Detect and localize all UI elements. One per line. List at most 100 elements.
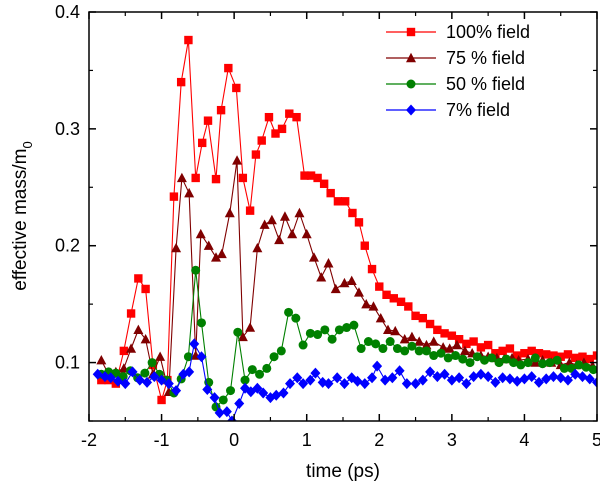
data-point (184, 35, 193, 45)
data-point (581, 362, 591, 372)
data-point (274, 234, 285, 245)
data-point (436, 348, 446, 358)
series-4 (92, 338, 597, 421)
data-point (224, 207, 235, 218)
data-point (308, 252, 319, 262)
data-point (171, 242, 182, 253)
data-point (407, 341, 417, 351)
data-point (191, 265, 201, 275)
x-tick-label: 2 (374, 430, 384, 450)
data-point (276, 346, 286, 356)
data-point (559, 363, 569, 373)
data-point (400, 346, 410, 356)
data-point (563, 350, 573, 359)
data-point (323, 378, 334, 390)
data-point (214, 407, 225, 419)
data-point (323, 258, 334, 268)
legend-item: 75 % field (386, 48, 525, 68)
x-tick-label: 1 (302, 430, 312, 450)
y-tick-label: 0.3 (55, 119, 80, 139)
data-point (232, 83, 241, 93)
legend-item: 7% field (386, 100, 510, 120)
data-point (226, 386, 236, 396)
data-point (516, 360, 526, 370)
data-point (259, 219, 270, 229)
data-point (147, 358, 157, 368)
data-point (291, 313, 301, 323)
data-point (298, 378, 309, 390)
x-tick-label: 0 (229, 430, 239, 450)
data-point (342, 323, 352, 333)
data-point (298, 340, 308, 350)
data-point (523, 358, 533, 368)
data-point (389, 294, 398, 303)
data-point (394, 365, 405, 377)
data-point (542, 350, 551, 359)
data-point (497, 372, 508, 384)
data-point (92, 368, 103, 380)
data-point (301, 228, 312, 239)
data-point (313, 330, 323, 340)
data-point (96, 355, 107, 365)
data-point (382, 290, 391, 299)
data-point (512, 375, 523, 387)
data-point (359, 378, 370, 390)
data-point (401, 378, 412, 390)
x-tick-label: 3 (447, 430, 457, 450)
legend-item: 50 % field (386, 74, 525, 94)
data-point (483, 340, 493, 350)
data-point (487, 353, 497, 363)
data-point (356, 344, 366, 354)
data-point (504, 373, 515, 385)
data-point (375, 312, 386, 323)
data-point (171, 385, 182, 397)
data-point (252, 382, 263, 394)
data-point (375, 282, 384, 291)
data-point (556, 352, 565, 361)
data-point (571, 353, 580, 363)
legend-marker (406, 27, 416, 37)
data-point (505, 344, 515, 353)
data-point (584, 373, 595, 385)
legend-marker (406, 52, 416, 63)
data-point (134, 374, 145, 386)
data-point (348, 208, 357, 218)
data-point (519, 373, 530, 385)
x-axis-title: time (ps) (306, 461, 380, 482)
data-point (454, 335, 464, 344)
data-point (446, 374, 457, 386)
data-point (465, 358, 475, 368)
data-point (332, 372, 343, 384)
data-point (127, 366, 138, 378)
data-point (111, 368, 121, 378)
data-point (240, 375, 250, 385)
data-point (476, 343, 486, 352)
data-point (271, 129, 280, 138)
data-point (552, 355, 562, 365)
data-point (300, 171, 309, 180)
data-point (472, 352, 482, 362)
data-point (549, 351, 558, 360)
data-point (245, 322, 256, 332)
data-point (247, 365, 257, 375)
data-point (266, 214, 277, 225)
data-point (421, 346, 431, 356)
data-point (264, 112, 274, 122)
data-point (184, 187, 195, 198)
data-point (292, 372, 303, 384)
data-point (459, 345, 470, 356)
data-point (440, 329, 449, 338)
data-point (262, 363, 272, 373)
y-axis-title-main: effective mass/m (10, 149, 31, 291)
data-point (451, 339, 462, 350)
data-point (327, 334, 337, 344)
data-point (404, 302, 413, 311)
data-point (271, 389, 282, 401)
data-point (202, 383, 213, 395)
data-point (385, 337, 395, 347)
y-axis-title: effective mass/m0 (10, 141, 35, 290)
data-point (468, 371, 479, 383)
y-tick-label: 0.2 (55, 236, 80, 256)
data-point (367, 264, 377, 274)
data-point (233, 327, 243, 337)
